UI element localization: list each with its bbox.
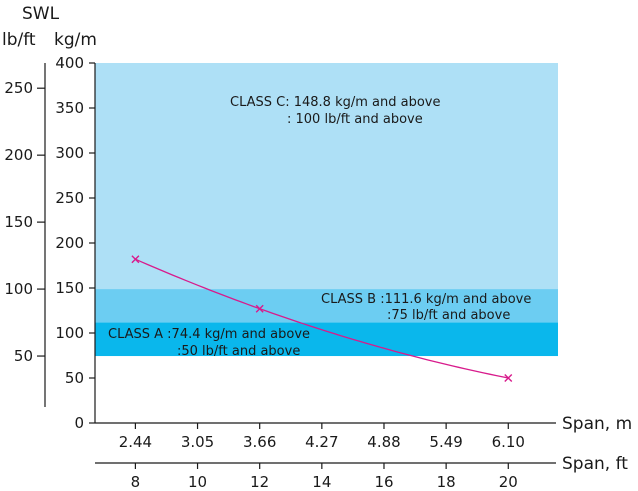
x-m-tick-label: 5.49: [429, 433, 462, 451]
class-b-label-line1: CLASS B :111.6 kg/m and above: [321, 292, 531, 307]
class-a-label-line2: :50 lb/ft and above: [177, 344, 300, 359]
x-m-tick-label: 6.10: [492, 433, 525, 451]
data-point-marker: [504, 374, 513, 382]
swl-series: [131, 255, 513, 382]
x-m-tick-label: 3.66: [243, 433, 276, 451]
lbft-tick-label: 250: [4, 79, 33, 97]
left-unit-label: lb/ft: [2, 30, 36, 50]
data-point-marker: [131, 255, 140, 264]
y-axis-title: SWL: [22, 4, 60, 24]
right-unit-label: kg/m: [54, 30, 97, 50]
x-ft-tick-label: 16: [374, 473, 393, 491]
lbft-tick-label: 100: [4, 280, 33, 298]
x-axis-m-ticks: 2.44 3.05 3.66 4.27 4.88 5.49 6.10: [119, 423, 525, 451]
x-m-tick-label: 3.05: [181, 433, 214, 451]
x-ft-tick-label: 10: [188, 473, 207, 491]
kgm-tick-label: 50: [65, 369, 84, 387]
lbft-tick-label: 150: [4, 213, 33, 231]
x-ft-tick-label: 12: [250, 473, 269, 491]
lbft-tick-label: 50: [14, 347, 33, 365]
x-ft-tick-label: 18: [437, 473, 456, 491]
kgm-tick-label: 100: [55, 324, 84, 342]
data-point-marker: [255, 304, 264, 313]
x-m-tick-label: 4.88: [367, 433, 400, 451]
x-m-tick-label: 2.44: [119, 433, 152, 451]
class-a-band: [95, 322, 558, 357]
kgm-tick-label: 0: [74, 414, 84, 432]
kgm-tick-label: 400: [55, 54, 84, 72]
x-ft-tick-label: 20: [499, 473, 518, 491]
lbft-axis-ticks: 50 100 150 200 250: [4, 79, 45, 365]
x-axis-ft-title: Span, ft: [562, 454, 628, 474]
class-a-label-line1: CLASS A :74.4 kg/m and above: [108, 327, 310, 342]
x-ft-tick-label: 8: [131, 473, 141, 491]
x-axis-m-title: Span, m: [562, 414, 632, 434]
class-c-label-line2: : 100 lb/ft and above: [287, 112, 423, 127]
kgm-tick-label: 300: [55, 144, 84, 162]
x-axis-ft-ticks: 8 10 12 14 16 18 20: [131, 463, 518, 491]
x-ft-tick-label: 14: [312, 473, 331, 491]
class-c-band: [95, 63, 558, 290]
x-m-tick-label: 4.27: [305, 433, 338, 451]
lbft-tick-label: 200: [4, 146, 33, 164]
kgm-tick-label: 150: [55, 279, 84, 297]
kgm-axis-ticks: 0 50 100 150 200 250 300 350 400: [55, 54, 95, 432]
class-c-label-line1: CLASS C: 148.8 kg/m and above: [230, 95, 441, 110]
swl-curve-line: [135, 258, 509, 379]
kgm-tick-label: 200: [55, 234, 84, 252]
class-b-band: [95, 289, 558, 323]
class-b-label-line2: :75 lb/ft and above: [387, 308, 510, 323]
kgm-tick-label: 350: [55, 99, 84, 117]
kgm-tick-label: 250: [55, 189, 84, 207]
